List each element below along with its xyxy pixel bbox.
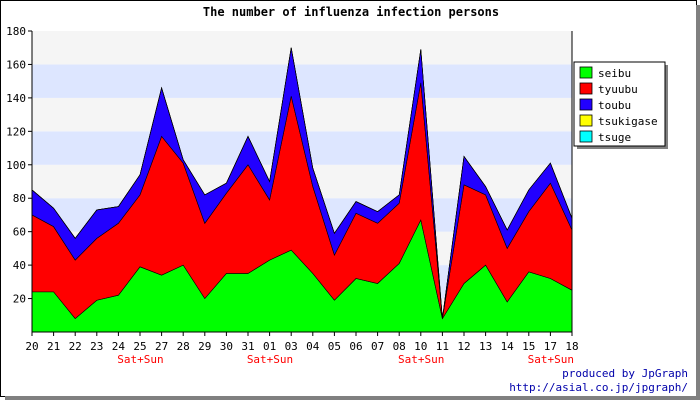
grid-band (32, 31, 572, 65)
x-tick-label: 17 (544, 340, 557, 353)
x-tick-label: 30 (220, 340, 233, 353)
x-tick-label: 08 (393, 340, 406, 353)
y-tick-label: 100 (6, 159, 26, 172)
grid-band (32, 64, 572, 98)
x-tick-label: 15 (522, 340, 535, 353)
x-tick-label: 28 (177, 340, 190, 353)
x-tick-label: 22 (69, 340, 82, 353)
y-tick-label: 120 (6, 125, 26, 138)
y-tick-label: 60 (13, 226, 26, 239)
y-tick-labels: 20 40 60 80 100 120 140 160 180 (6, 25, 26, 306)
legend-swatch-toubu (579, 98, 593, 111)
x-tick-label: 04 (306, 340, 320, 353)
x-tick-label: 20 (25, 340, 38, 353)
x-tick-label: 31 (241, 340, 254, 353)
y-tick-label: 40 (13, 259, 26, 272)
x-tick-label: 11 (436, 340, 449, 353)
weekend-note: Sat+Sun (398, 353, 444, 366)
frame-shadow-right (696, 5, 700, 400)
legend-label-tyuubu: tyuubu (598, 83, 638, 96)
legend-label-tsukigase: tsukigase (598, 115, 658, 128)
legend-swatch-tyuubu (579, 82, 593, 95)
legend-label-toubu: toubu (598, 99, 631, 112)
x-tick-label: 07 (371, 340, 384, 353)
credit-url[interactable]: http://asial.co.jp/jpgraph/ (509, 381, 688, 394)
weekend-note: Sat+Sun (117, 353, 163, 366)
x-tick-label: 13 (479, 340, 492, 353)
legend: seibu tyuubu toubu tsukigase tsuge (573, 61, 668, 149)
weekend-note: Sat+Sun (528, 353, 574, 366)
x-tick-label: 01 (263, 340, 276, 353)
legend-label-seibu: seibu (598, 67, 631, 80)
frame-shadow-bottom (5, 396, 700, 400)
credit-line: produced by JpGraph (562, 367, 688, 380)
axes (28, 30, 573, 336)
weekend-note: Sat+Sun (247, 353, 293, 366)
weekend-annotations: Sat+Sun Sat+Sun Sat+Sun Sat+Sun (117, 353, 574, 366)
x-tick-label: 27 (155, 340, 168, 353)
legend-swatch-tsuge (579, 130, 593, 143)
chart-title: The number of influenza infection person… (203, 5, 499, 19)
x-tick-label: 23 (90, 340, 103, 353)
x-tick-labels: 20 21 22 23 24 25 27 28 29 30 31 01 03 04 05 06 07 08 10 11… (25, 340, 578, 353)
x-tick-label: 10 (414, 340, 427, 353)
x-tick-label: 18 (565, 340, 578, 353)
legend-swatch-tsukigase (579, 114, 593, 127)
y-tick-label: 160 (6, 58, 26, 71)
legend-label-tsuge: tsuge (598, 131, 631, 144)
x-tick-label: 06 (349, 340, 362, 353)
x-tick-label: 24 (112, 340, 126, 353)
y-tick-label: 180 (6, 25, 26, 38)
legend-swatch-seibu (579, 66, 593, 79)
y-tick-label: 140 (6, 92, 26, 105)
x-tick-label: 25 (133, 340, 146, 353)
y-tick-label: 80 (13, 192, 26, 205)
x-tick-label: 21 (47, 340, 60, 353)
x-tick-label: 14 (501, 340, 515, 353)
x-tick-label: 03 (285, 340, 298, 353)
x-tick-label: 29 (198, 340, 211, 353)
x-tick-label: 12 (457, 340, 470, 353)
x-tick-label: 05 (328, 340, 341, 353)
y-tick-label: 20 (13, 293, 26, 306)
